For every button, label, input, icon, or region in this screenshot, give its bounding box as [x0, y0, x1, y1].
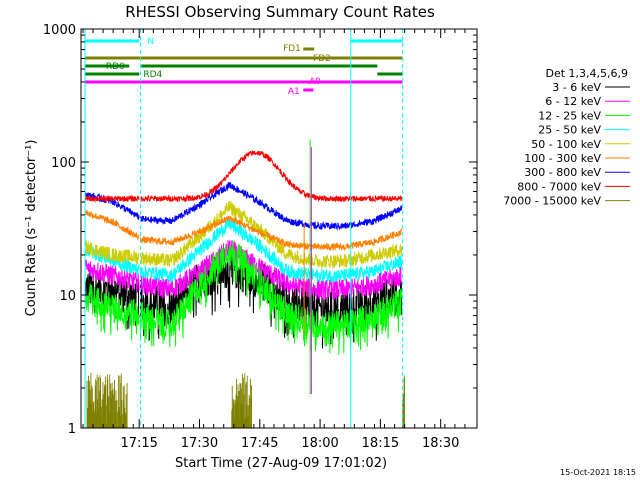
flags-layer: N FD1 FD2 RD0 RD4 A0 A1 — [85, 37, 403, 97]
flag-label: N — [147, 37, 154, 47]
trace-25-50-kev-seg1 — [140, 217, 403, 283]
legend-entry-label: 300 - 800 keV — [524, 166, 601, 179]
legend-title: Det 1,3,4,5,6,9 — [545, 67, 628, 80]
legend-entry-label: 12 - 25 keV — [538, 109, 601, 122]
legend-entry-label: 100 - 300 keV — [524, 152, 601, 165]
y-axis-label: Count Rate (s⁻¹ detector⁻¹) — [24, 140, 39, 317]
x-tick-label: 17:15 — [120, 436, 157, 451]
x-tick-label: 18:30 — [422, 436, 459, 451]
x-axis-label: Start Time (27-Aug-09 17:01:02) — [175, 456, 387, 471]
trace-50-100-kev-seg0 — [84, 240, 140, 265]
trace-800-7000-kev-seg1 — [140, 150, 403, 203]
traces-layer — [84, 139, 406, 428]
trace-50-100-kev-seg1 — [140, 201, 403, 268]
legend-entry-label: 25 - 50 keV — [538, 124, 601, 137]
x-tick-label: 17:45 — [241, 436, 278, 451]
legend-entry-label: 50 - 100 keV — [531, 138, 601, 151]
trace-100-300-kev-seg1 — [140, 215, 403, 252]
trace-100-300-kev-seg0 — [84, 209, 140, 240]
flag-label: A0 — [309, 77, 321, 87]
axes-layer: 1 10 100 1000 17:15 17:30 17:45 18:00 18:15 18:30 — [43, 23, 478, 451]
legend-entry-label: 6 - 12 keV — [545, 95, 601, 108]
flag-label: RD0 — [106, 62, 125, 72]
flag-label: FD1 — [283, 44, 301, 54]
trace-300-800-kev-seg1 — [140, 182, 403, 231]
plot-frame — [80, 28, 478, 429]
x-tick-label: 17:30 — [181, 436, 218, 451]
legend-entry-label: 3 - 6 keV — [552, 81, 601, 94]
trace-6-12-kev-seg1 — [140, 240, 403, 300]
chart-title: RHESSI Observing Summary Count Rates — [125, 3, 435, 21]
x-tick-label: 18:00 — [301, 436, 338, 451]
flag-label: FD2 — [313, 54, 331, 64]
trace-6-12-kev-seg0 — [84, 259, 140, 294]
y-tick-label: 10 — [59, 289, 76, 304]
legend-entry-label: 7000 - 15000 keV — [503, 195, 601, 208]
y-tick-label: 1000 — [43, 23, 76, 38]
x-tick-label: 18:15 — [362, 436, 399, 451]
legend-entry-label: 800 - 7000 keV — [517, 180, 601, 193]
trace-12-25-kev-seg1 — [140, 240, 403, 355]
trace-12-25-kev-seg0 — [84, 283, 140, 341]
flag-label: A1 — [288, 87, 300, 97]
timestamp-label: 15-Oct-2021 18:15 — [560, 468, 636, 477]
y-tick-label: 1 — [68, 422, 76, 437]
trace-800-7000-kev-seg0 — [84, 194, 140, 204]
flag-label: RD4 — [143, 70, 162, 80]
y-tick-label: 100 — [51, 156, 76, 171]
